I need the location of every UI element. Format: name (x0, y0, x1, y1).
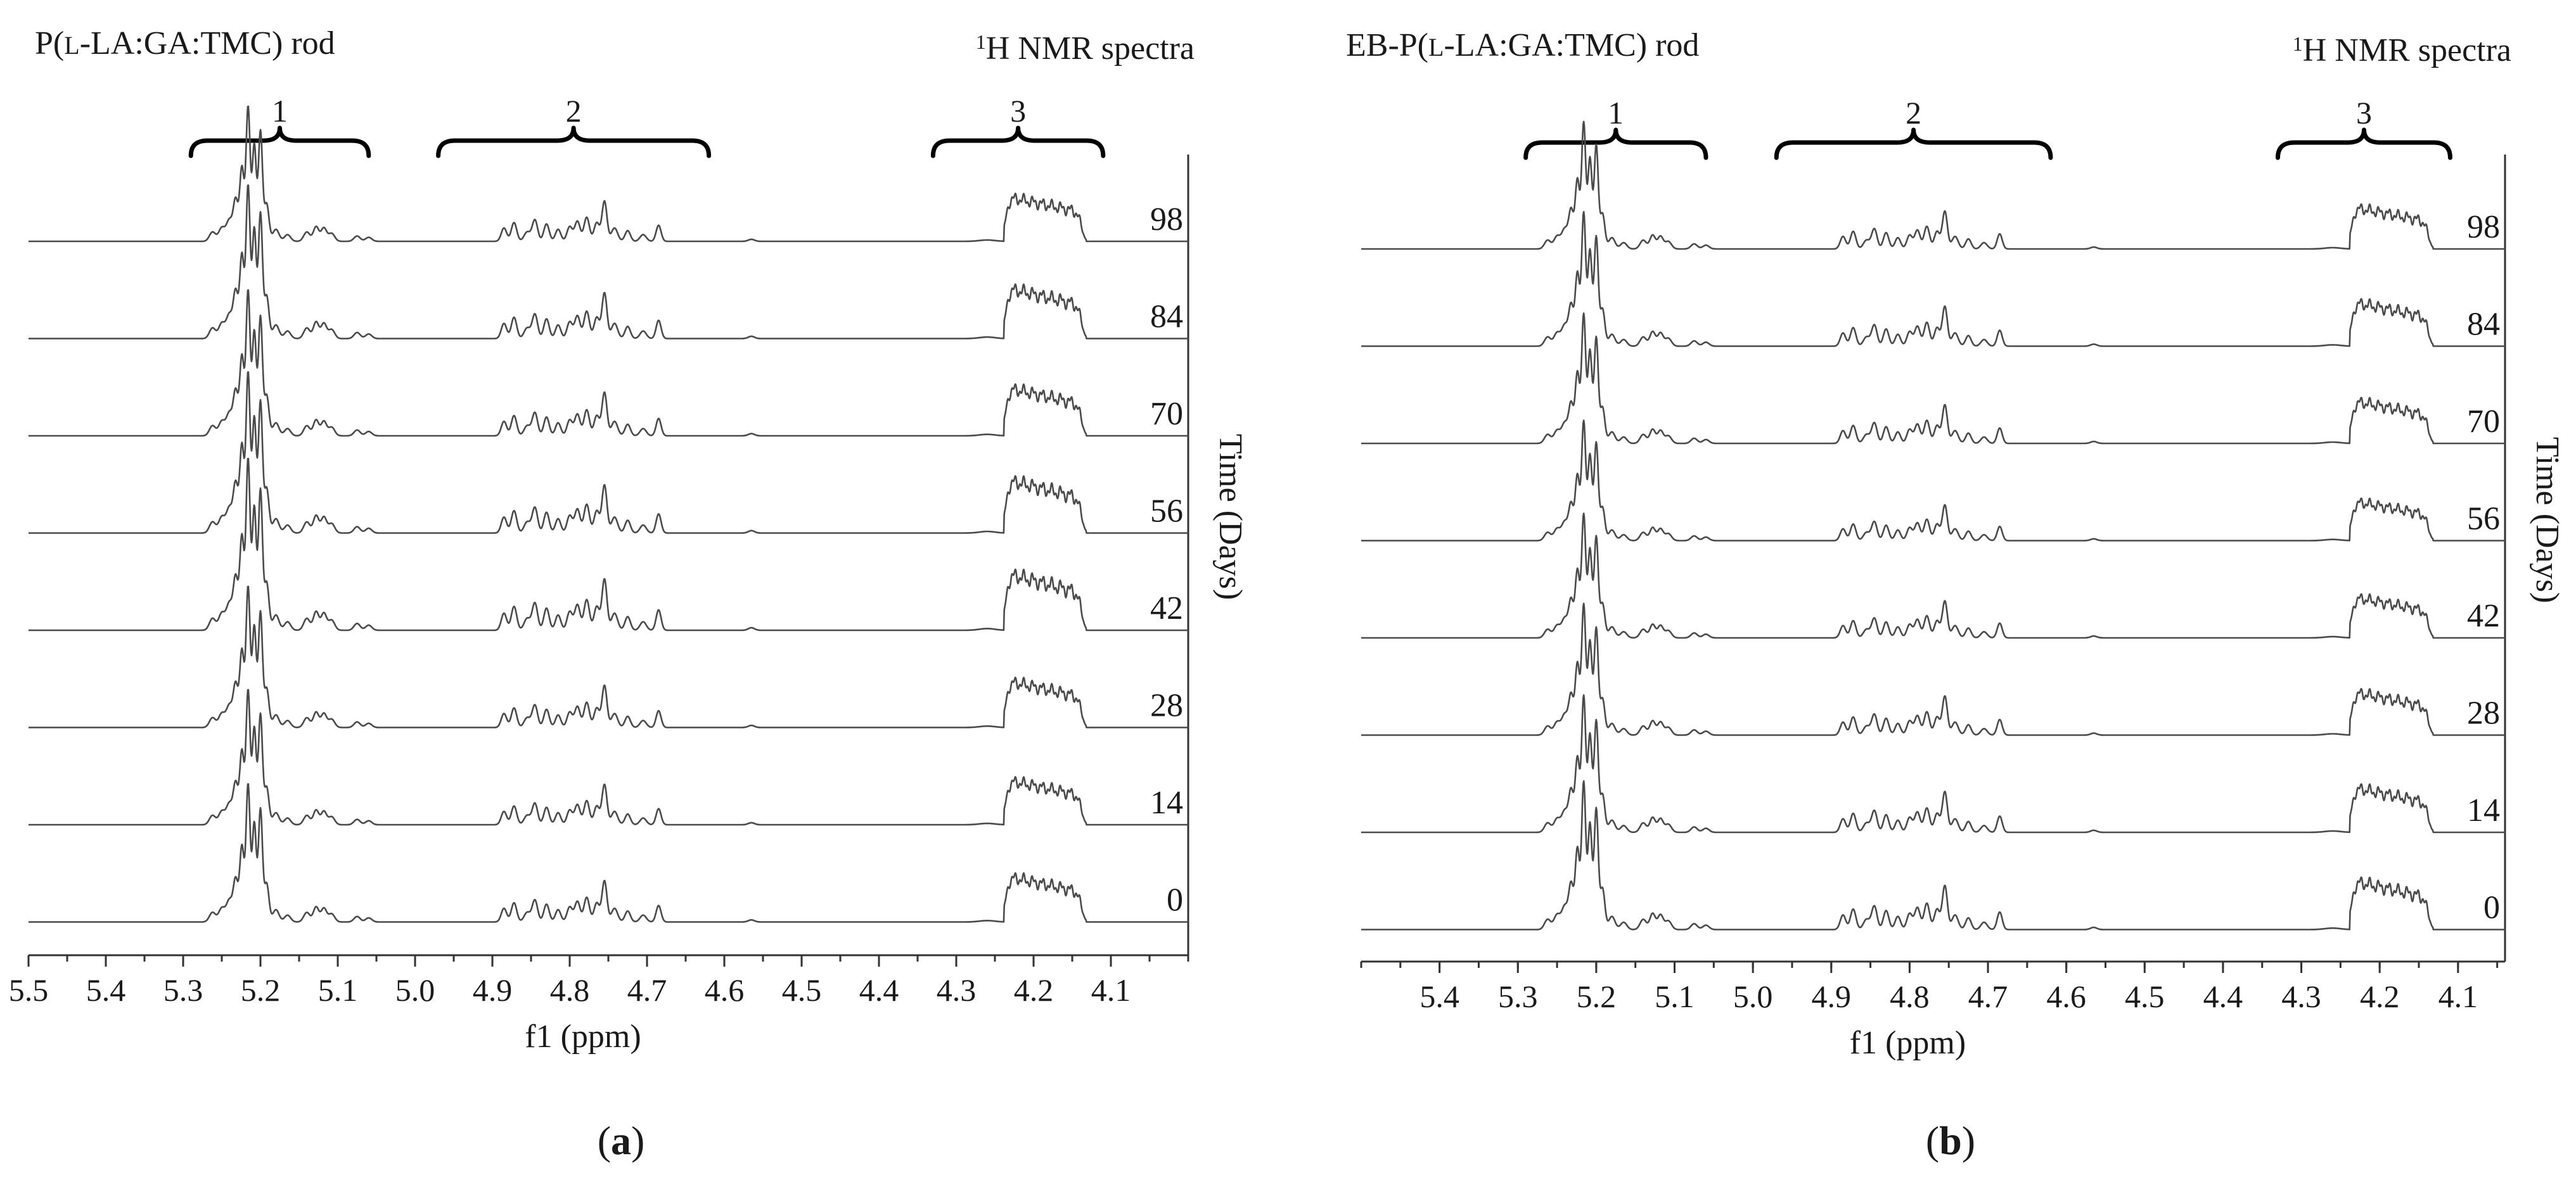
region-brace (436, 125, 712, 158)
region-label: 3 (1010, 93, 1026, 129)
x-axis-title: f1 (ppm) (525, 1019, 641, 1055)
x-tick-label: 4.4 (2203, 979, 2243, 1014)
spectra-label: 1H NMR spectra (976, 30, 1195, 67)
panel-letter-b: (b) (1926, 1118, 1975, 1163)
x-tick-label: 4.4 (859, 972, 899, 1008)
time-label: 70 (1150, 396, 1183, 432)
x-tick-label: 4.5 (782, 972, 822, 1008)
x-tick-label: 4.3 (2281, 979, 2321, 1014)
spectrum-day-56 (1361, 419, 2506, 542)
time-label: 56 (2467, 501, 2500, 537)
region-label: 2 (1906, 95, 1921, 130)
panel-a: 5.5 5.4 5.3 5.2 5.1 5.0 4.9 4.8 4.7 4.6 4.5 4.4 4.3 4… (9, 25, 1248, 1055)
spectrum-day-42 (28, 457, 1189, 632)
time-label: 70 (2467, 404, 2500, 440)
region-brace (1774, 127, 2053, 160)
spectrum-day-70 (1361, 312, 2506, 445)
x-tick-label: 5.3 (163, 972, 203, 1008)
spectrum-day-42 (1361, 512, 2506, 639)
x-tick-label: 5.1 (318, 972, 358, 1008)
spectrum-day-14 (28, 689, 1189, 826)
spectrum-day-0 (1361, 780, 2506, 931)
x-tick-label: 5.4 (1419, 979, 1459, 1014)
region-label: 1 (1608, 95, 1624, 130)
x-tick-label: 5.5 (9, 972, 49, 1008)
region-brace (2275, 127, 2452, 160)
time-label: 42 (2467, 598, 2500, 634)
x-axis-title: f1 (ppm) (1850, 1025, 1966, 1061)
time-label: 28 (2467, 696, 2500, 732)
time-label: 42 (1150, 590, 1183, 626)
spectrum-day-28 (28, 585, 1189, 728)
x-tick-label: 4.6 (2046, 979, 2086, 1014)
x-tick-label: 4.5 (2125, 979, 2165, 1014)
region-brace (1523, 127, 1708, 160)
time-label: 0 (1167, 882, 1183, 918)
x-tick-label: 4.1 (1091, 972, 1131, 1008)
panel-letter-a: (a) (598, 1118, 645, 1163)
time-label: 28 (1150, 688, 1183, 724)
x-tick-label: 5.2 (241, 972, 281, 1008)
x-tick-label: 4.2 (2360, 979, 2400, 1014)
time-label: 14 (1150, 785, 1183, 821)
spectrum-day-28 (1361, 602, 2506, 736)
time-label: 84 (1150, 299, 1183, 335)
region-brace (188, 125, 371, 158)
region-label: 1 (272, 93, 288, 129)
x-tick-label: 4.7 (627, 972, 667, 1008)
panel-title: EB-P(L-LA:GA:TMC) rod (1346, 27, 1699, 63)
y-axis-title: Time (Days) (2529, 437, 2565, 603)
spectrum-day-56 (28, 371, 1189, 534)
spectrum-day-98 (28, 105, 1189, 243)
x-tick-label: 4.9 (1812, 979, 1852, 1014)
time-label: 98 (1150, 201, 1183, 238)
spectrum-day-98 (1361, 120, 2506, 250)
x-tick-label: 5.2 (1577, 979, 1617, 1014)
spectrum-day-70 (28, 289, 1189, 437)
region-label: 3 (2356, 95, 2372, 130)
spectra-label: 1H NMR spectra (2293, 32, 2511, 68)
x-tick-label: 4.9 (473, 972, 513, 1008)
x-tick-label: 5.3 (1498, 979, 1538, 1014)
time-label: 14 (2467, 792, 2500, 829)
spectrum-day-0 (28, 783, 1189, 923)
region-label: 2 (566, 93, 582, 129)
x-tick-label: 4.3 (937, 972, 977, 1008)
x-tick-label: 5.1 (1655, 979, 1695, 1014)
region-brace (930, 125, 1106, 158)
time-label: 0 (2483, 890, 2500, 926)
x-tick-label: 5.0 (1733, 979, 1773, 1014)
panel-title: P(L-LA:GA:TMC) rod (35, 25, 335, 61)
time-label: 98 (2467, 209, 2500, 245)
x-tick-label: 4.8 (550, 972, 590, 1008)
spectrum-day-84 (1361, 211, 2506, 347)
y-axis-title: Time (Days) (1212, 434, 1248, 600)
x-tick-label: 4.8 (1890, 979, 1930, 1014)
panel-b: 5.4 5.3 5.2 5.1 5.0 4.9 4.8 4.7 4.6 4.5 4.4 4.3 4.2 4… (1346, 27, 2565, 1061)
spectrum-day-84 (28, 184, 1189, 340)
time-label: 56 (1150, 493, 1183, 530)
x-tick-label: 4.1 (2438, 979, 2478, 1014)
x-tick-label: 5.4 (86, 972, 126, 1008)
x-tick-label: 4.7 (1968, 979, 2008, 1014)
x-tick-label: 4.6 (705, 972, 745, 1008)
spectrum-day-14 (1361, 694, 2506, 834)
x-tick-label: 5.0 (395, 972, 435, 1008)
x-tick-label: 4.2 (1014, 972, 1054, 1008)
time-label: 84 (2467, 307, 2500, 343)
